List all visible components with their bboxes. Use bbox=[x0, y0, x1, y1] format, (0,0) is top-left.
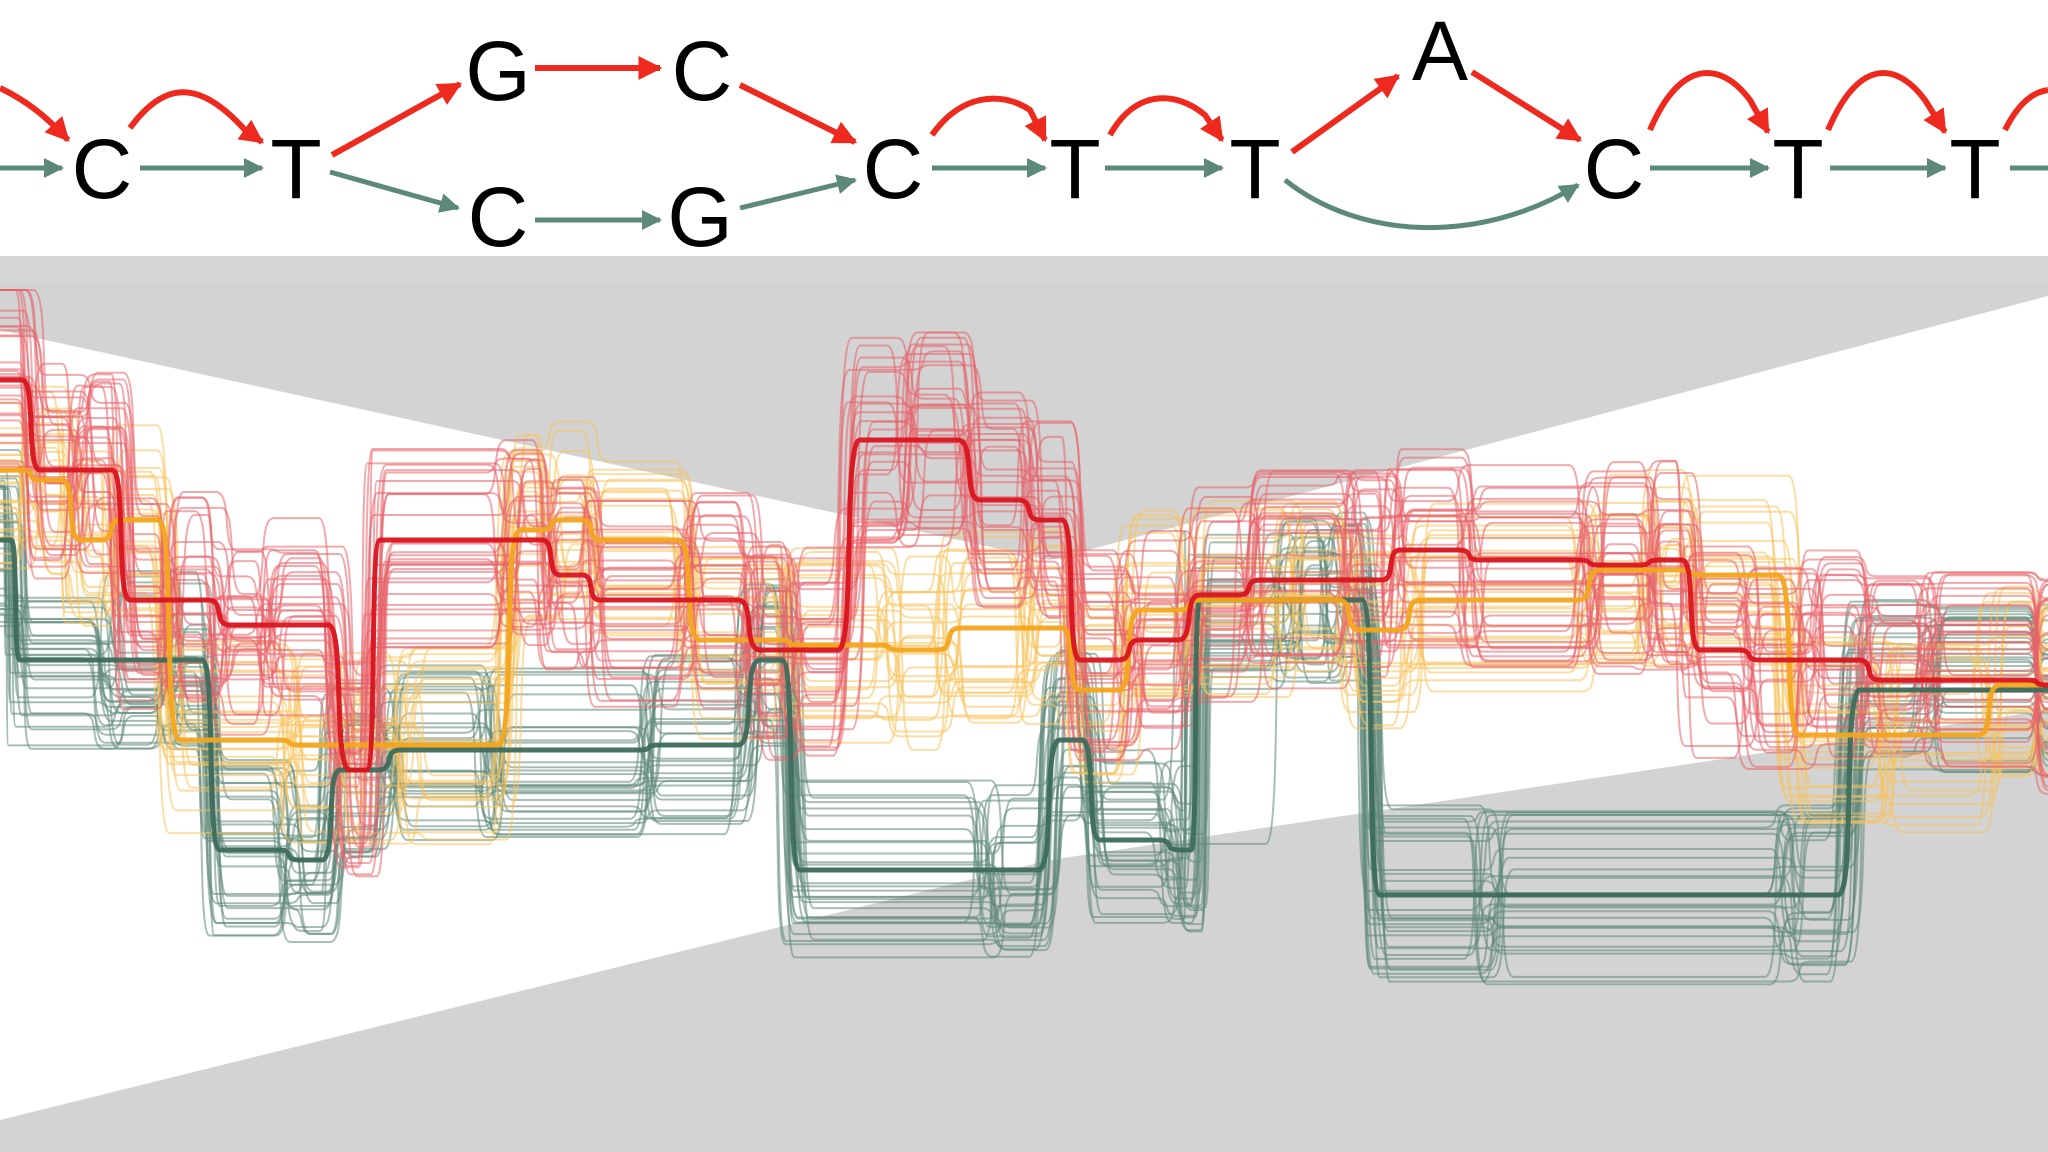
edge-red-t4-t5 bbox=[1825, 70, 1948, 135]
graph-edges bbox=[0, 56, 2048, 231]
path-bundle-red bbox=[0, 375, 2048, 759]
path-bundle-red bbox=[0, 356, 2048, 736]
path-bundle-red bbox=[0, 350, 2048, 827]
path-bundle-red bbox=[0, 289, 2048, 767]
edge-red-c-c2 bbox=[738, 82, 858, 145]
path-bundle-green bbox=[0, 503, 2048, 928]
path-main-green bbox=[0, 537, 2048, 898]
base-g-top: G bbox=[465, 24, 530, 118]
edge-red-t3-a bbox=[1290, 73, 1400, 155]
edge-red-in bbox=[0, 85, 71, 143]
edge-red-a-c3 bbox=[1470, 69, 1583, 143]
path-main-red bbox=[0, 377, 2048, 773]
path-bundle-red bbox=[0, 345, 2048, 757]
path-bundle-red bbox=[0, 370, 2048, 777]
path-bundle-red bbox=[0, 325, 2048, 743]
path-bundle-green bbox=[0, 479, 2048, 979]
edge-red-c2-t2 bbox=[929, 95, 1048, 143]
base-c2: C bbox=[863, 122, 924, 216]
path-bundle-orange bbox=[0, 446, 2048, 783]
path-bundle-red bbox=[0, 329, 2048, 876]
path-bundle-red bbox=[0, 384, 2048, 725]
edge-red-t1-g bbox=[330, 81, 463, 158]
path-bundles bbox=[0, 289, 2048, 986]
path-bundle-red bbox=[0, 335, 2048, 869]
base-c-top: C bbox=[672, 24, 733, 118]
edge-red-t2-t3 bbox=[1107, 95, 1225, 142]
path-bundle-red bbox=[0, 331, 2048, 765]
edge-green-g-c2 bbox=[739, 174, 857, 211]
base-a: A bbox=[1412, 4, 1468, 98]
edge-green-t1-c bbox=[329, 169, 460, 213]
base-t2: T bbox=[1049, 122, 1100, 216]
path-bundle-green bbox=[0, 520, 2048, 948]
base-t1: T bbox=[270, 122, 321, 216]
base-c3: C bbox=[1584, 122, 1645, 216]
path-bundle-red bbox=[0, 309, 2048, 837]
base-t3: T bbox=[1229, 122, 1280, 216]
path-bundle-green bbox=[0, 557, 2048, 958]
divider-band bbox=[0, 256, 2048, 282]
path-bundle-green bbox=[0, 501, 2048, 968]
path-bundle-green bbox=[0, 488, 2048, 967]
base-c1: C bbox=[72, 122, 133, 216]
edge-red-c3-t4 bbox=[1647, 70, 1771, 135]
edge-red-out bbox=[2002, 87, 2048, 132]
edge-green-t3-c3 bbox=[1283, 178, 1580, 231]
base-g-bot: G bbox=[667, 170, 732, 264]
base-t5: T bbox=[1949, 122, 2000, 216]
path-bundle-green bbox=[0, 485, 2048, 928]
path-bundle-green bbox=[0, 581, 2048, 965]
graph-nodes: C T G C C G C T T A C T T bbox=[72, 4, 2001, 264]
edge-red-c1-t1 bbox=[127, 89, 262, 142]
base-t4: T bbox=[1772, 122, 1823, 216]
zoom-fill-upper bbox=[0, 282, 2048, 560]
base-c-bot: C bbox=[468, 170, 529, 264]
path-bundle-red bbox=[0, 343, 2048, 754]
